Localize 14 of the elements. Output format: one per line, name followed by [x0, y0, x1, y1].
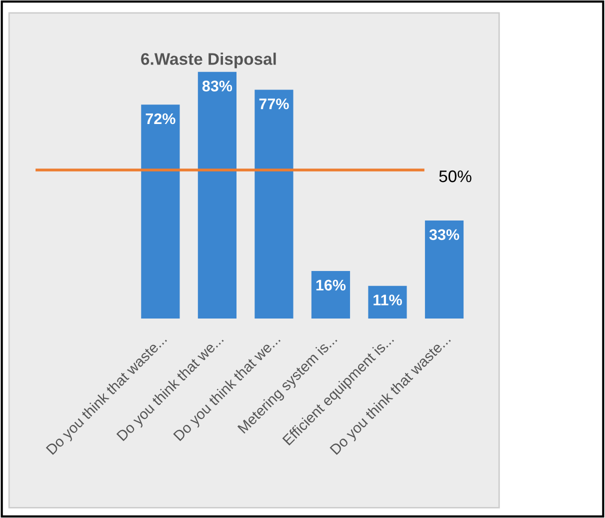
data-label: 72% [146, 113, 176, 124]
bar [141, 104, 180, 319]
bar [254, 90, 294, 319]
ref-line-label: 50% [439, 170, 472, 182]
bar [311, 271, 350, 319]
data-label: 16% [316, 280, 346, 291]
bar [198, 72, 237, 319]
bar [424, 220, 464, 319]
bar [368, 286, 407, 319]
data-label: 33% [429, 229, 460, 240]
data-label: 11% [374, 294, 402, 306]
chart-title: 6.Waste Disposal [141, 52, 276, 68]
data-label: 83% [202, 80, 232, 92]
data-label: 77% [259, 98, 289, 110]
